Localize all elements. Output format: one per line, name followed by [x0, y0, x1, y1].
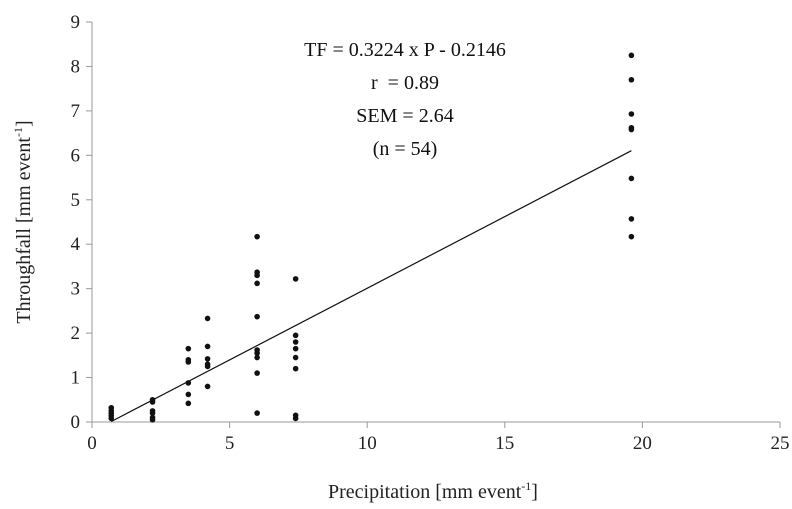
data-point	[292, 332, 299, 339]
y-tick-label: 1	[71, 368, 81, 389]
data-point	[149, 399, 156, 405]
data-point	[628, 52, 635, 59]
data-point	[292, 339, 299, 345]
x-tick-label: 25	[771, 433, 790, 454]
fit-line	[110, 150, 632, 423]
y-tick-label: 6	[71, 145, 81, 166]
y-tick-label: 4	[71, 234, 81, 255]
tick-labels: 0 1 2 3 4 5 6 7 8 9 0 5 10 15 20 25	[71, 12, 790, 454]
y-axis-label: Throughfall [mm event-1]	[11, 120, 35, 323]
data-point	[628, 111, 635, 117]
y-axis-label-main: Throughfall [mm event	[13, 137, 35, 324]
data-point	[292, 354, 299, 361]
x-axis-label-close: ]	[531, 481, 538, 503]
data-points	[108, 52, 635, 423]
y-tick-label: 5	[71, 190, 81, 211]
annotation-sem: SEM = 2.64	[356, 105, 453, 127]
data-point	[204, 363, 211, 370]
data-point	[254, 350, 260, 356]
x-tick-label: 10	[358, 433, 377, 454]
y-tick-label: 9	[71, 12, 81, 33]
x-tick-label: 0	[87, 433, 97, 454]
y-axis-label-close: ]	[13, 120, 35, 127]
data-point	[292, 345, 299, 352]
data-point	[185, 359, 192, 365]
data-point	[254, 354, 260, 361]
data-point	[254, 233, 260, 240]
fit-line-group	[110, 150, 632, 423]
y-axis-label-sup: -1	[11, 127, 25, 137]
data-point	[254, 370, 260, 376]
data-point	[185, 345, 192, 352]
axes	[86, 21, 781, 428]
data-point	[108, 415, 115, 422]
x-axis-label-main: Precipitation [mm event	[328, 481, 522, 503]
data-point	[628, 126, 635, 133]
y-tick-label: 0	[71, 412, 81, 433]
data-point	[185, 391, 192, 398]
y-tick-label: 3	[71, 279, 81, 300]
data-point	[185, 380, 192, 386]
annotation-equation: TF = 0.3224 x P - 0.2146	[304, 39, 506, 61]
data-point	[204, 343, 211, 350]
x-tick-label: 5	[225, 433, 235, 454]
y-tick-label: 2	[71, 323, 81, 344]
data-point	[628, 233, 635, 240]
annotation-r: r = 0.89	[371, 72, 439, 94]
data-point	[204, 356, 211, 362]
annotation-n: (n = 54)	[373, 138, 438, 160]
data-point	[254, 272, 260, 279]
data-point	[292, 276, 299, 282]
annotation-block: TF = 0.3224 x P - 0.2146 r = 0.89 SEM = …	[304, 39, 506, 160]
y-tick-label: 7	[71, 101, 81, 122]
data-point	[185, 400, 192, 407]
x-axis-label: Precipitation [mm event-1]	[328, 479, 538, 503]
data-point	[628, 216, 635, 222]
data-point	[292, 415, 299, 422]
data-point	[292, 365, 299, 372]
data-point	[204, 383, 211, 390]
data-point	[254, 410, 260, 416]
data-point	[628, 76, 635, 83]
data-point	[254, 280, 260, 287]
data-point	[254, 313, 260, 320]
data-point	[149, 416, 156, 423]
data-point	[204, 315, 211, 322]
data-point	[149, 410, 156, 416]
x-tick-label: 20	[633, 433, 652, 454]
x-tick-label: 15	[495, 433, 514, 454]
data-point	[628, 175, 635, 182]
x-axis-label-sup: -1	[521, 479, 531, 493]
y-tick-label: 8	[71, 56, 81, 77]
